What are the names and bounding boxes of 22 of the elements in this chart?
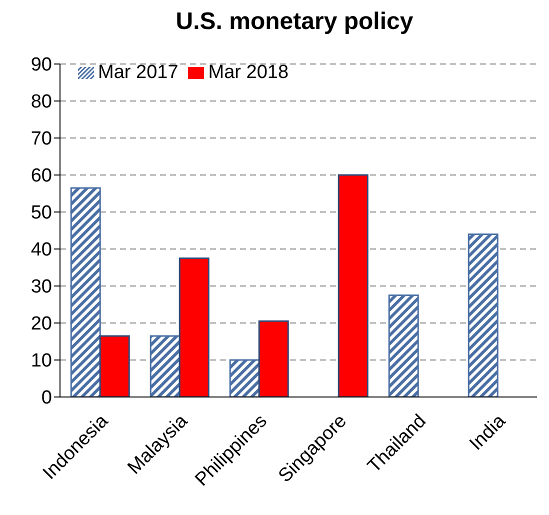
y-tick-label: 0 — [41, 388, 52, 409]
legend-label: Mar 2017 — [98, 62, 178, 83]
legend-label: Mar 2018 — [208, 62, 289, 83]
chart-title: U.S. monetary policy — [174, 8, 414, 36]
y-tick-label: 40 — [30, 240, 52, 261]
bar — [468, 233, 498, 397]
y-tick-label: 20 — [30, 314, 52, 335]
bar — [338, 174, 368, 397]
bar — [258, 320, 289, 397]
y-tick-label: 10 — [30, 350, 52, 372]
bar — [388, 294, 419, 397]
bar — [178, 258, 210, 397]
bar — [150, 335, 180, 397]
bar — [229, 359, 260, 397]
y-tick-label: 50 — [30, 202, 52, 224]
bar — [99, 335, 130, 397]
y-tick-label: 90 — [30, 54, 52, 76]
y-tick-label: 70 — [30, 128, 52, 150]
y-tick-label: 60 — [30, 166, 52, 187]
y-tick-label: 30 — [30, 276, 52, 298]
bar — [70, 187, 101, 397]
y-tick-label: 80 — [30, 92, 52, 113]
